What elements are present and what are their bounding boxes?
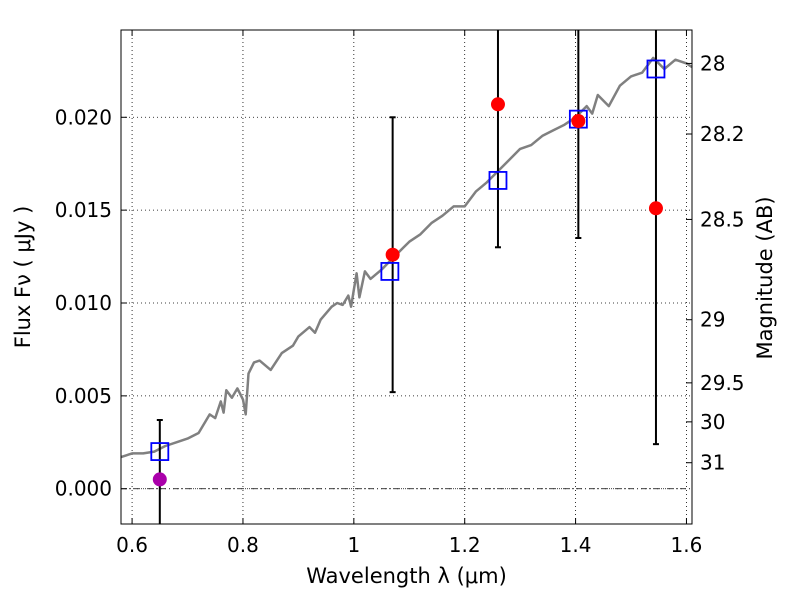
data-point-circle [648,201,663,216]
model-point-square [150,442,170,461]
y2-axis-label: Magnitude (AB) [753,196,777,359]
model-square-series [150,59,666,461]
model-point-square [488,171,508,190]
observed-circle-series [152,97,663,487]
x-tick-label: 0.6 [116,533,148,557]
plot-frame [120,29,693,525]
y2-tick-label: 30 [700,410,725,434]
y-tick-label: 0.015 [55,198,112,222]
y2-tick-label: 28.2 [700,122,745,146]
y2-tick-label: 29 [700,308,725,332]
x-tick-label: 1.6 [671,533,703,557]
x-tick-label: 0.8 [227,533,259,557]
y2-tick-label: 29.5 [700,371,745,395]
x-tick-label: 1.4 [560,533,592,557]
y-tick-label: 0.000 [55,477,112,501]
y2-tick-label: 28 [700,51,725,75]
y-tick-label: 0.005 [55,384,112,408]
model-point-square [380,262,400,281]
x-axis-ticks: 0.6 0.8 1 1.2 1.4 1.6 [116,30,702,557]
y-tick-label: 0.020 [55,105,112,129]
x-tick-label: 1.2 [449,533,481,557]
x-axis-label: Wavelength λ (μm) [306,564,507,588]
error-bars [156,30,659,524]
y-axis-ticks: 0.000 0.005 0.010 0.015 0.020 [55,105,127,501]
data-point-circle [385,247,400,262]
spectrum-line [120,56,693,459]
data-point-circle [152,472,167,487]
spectrum-series [120,56,693,459]
data-point-circle [490,97,505,112]
data-point-circle [571,114,586,128]
y-axis-label: Flux Fν ( μJy ) [11,206,35,349]
x-tick-label: 1 [347,533,360,557]
y2-tick-label: 28.5 [700,207,745,231]
y-tick-label: 0.010 [55,291,112,315]
model-point-square [646,59,666,79]
y2-axis-ticks: 28 28.2 28.5 29 29.5 30 31 [686,51,745,475]
y2-tick-label: 31 [700,451,725,475]
